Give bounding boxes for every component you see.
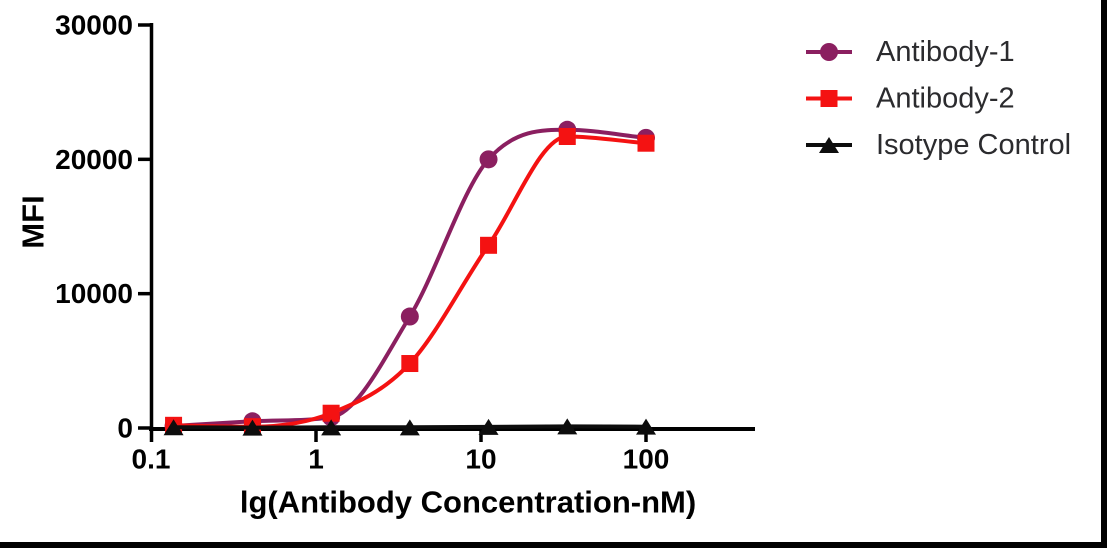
frame-border-right <box>1101 0 1107 548</box>
y-tick-label: 10000 <box>55 278 133 309</box>
x-tick-label: 1 <box>308 444 324 475</box>
frame-border-bottom <box>0 542 1107 548</box>
legend-label: Isotype Control <box>876 129 1071 161</box>
data-point-antibody-2 <box>322 404 340 422</box>
data-point-isotype-control <box>636 418 656 435</box>
legend-label: Antibody-1 <box>876 36 1015 68</box>
data-point-antibody-2 <box>558 127 576 145</box>
data-point-isotype-control <box>399 419 420 436</box>
data-point-antibody-1 <box>479 150 498 169</box>
legend-marker-square <box>820 90 838 107</box>
legend-marker-triangle <box>819 137 839 153</box>
series-curve-antibody-1 <box>171 127 648 428</box>
y-tick-label: 0 <box>117 413 133 444</box>
x-tick-label: 100 <box>623 444 670 475</box>
series-curve-antibody-2 <box>171 134 648 429</box>
data-point-isotype-control <box>478 418 499 435</box>
data-point-isotype-control <box>242 419 263 436</box>
data-point-isotype-control <box>163 419 184 436</box>
data-point-isotype-control <box>557 418 578 435</box>
y-tick-label: 20000 <box>55 144 133 175</box>
x-tick-label: 10 <box>465 444 496 475</box>
legend-label: Antibody-2 <box>876 83 1015 115</box>
data-point-antibody-1 <box>400 307 419 326</box>
legend-marker-circle <box>820 43 838 61</box>
y-axis-title: MFI <box>16 195 51 248</box>
data-point-antibody-2 <box>637 134 655 152</box>
x-axis-title: lg(Antibody Concentration-nM) <box>240 485 696 520</box>
x-tick-label: 0.1 <box>132 444 171 475</box>
data-point-antibody-2 <box>480 236 498 254</box>
y-tick-label: 30000 <box>55 10 133 41</box>
data-point-antibody-2 <box>401 355 419 373</box>
data-point-isotype-control <box>321 419 342 436</box>
